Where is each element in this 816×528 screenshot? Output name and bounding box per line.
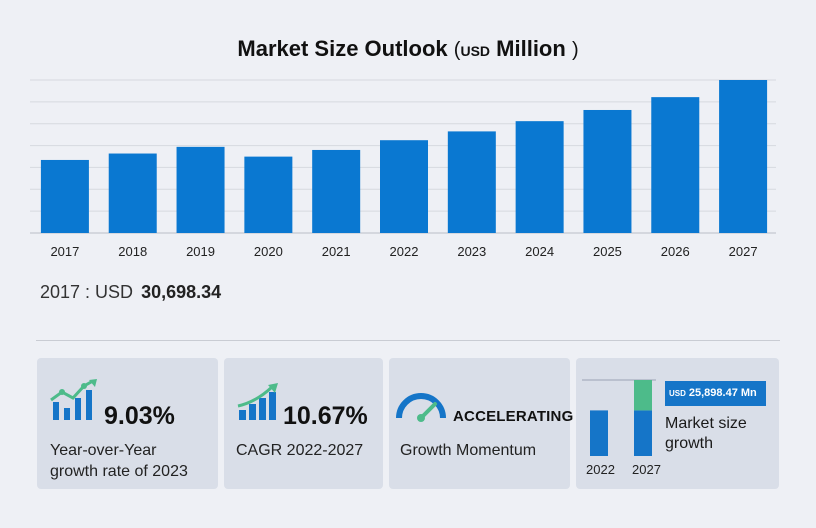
x-tick-label-2019: 2019 [186, 244, 215, 259]
base-year-value: 2017 : USD 30,698.34 [40, 282, 221, 303]
momentum-value: ACCELERATING [453, 408, 574, 425]
cagr-value: 10.67% [283, 402, 368, 430]
cagr-card: 10.67% CAGR 2022-2027 [224, 358, 383, 489]
mini-bar-2027-base [634, 410, 652, 456]
market-growth-label-line2: growth [665, 435, 714, 452]
bar-2024 [515, 121, 564, 233]
speedometer-icon [396, 393, 446, 422]
yoy-card: 9.03% Year-over-Year growth rate of 2023 [37, 358, 218, 489]
bar-2026 [651, 97, 700, 233]
x-tick-label-2025: 2025 [593, 244, 622, 259]
x-tick-label-2017: 2017 [50, 244, 79, 259]
chart-title-main: Market Size Outlook [237, 36, 448, 61]
market-size-bar-chart: 2017 2018 2019 2020 2021 2022 2023 2024 2025 2026… [30, 79, 776, 259]
mini-bar-2022 [590, 410, 608, 456]
momentum-card: ACCELERATING Growth Momentum [389, 358, 574, 489]
chart-title-close-paren: ) [571, 39, 579, 61]
bar-growth-icon [50, 379, 97, 420]
x-tick-label-2021: 2021 [322, 244, 351, 259]
bar-2022 [380, 140, 428, 233]
market-growth-badge: USD 25,898.47 Mn [665, 381, 766, 406]
x-tick-label-2018: 2018 [118, 244, 147, 259]
mini-bar-2027-growth [634, 380, 652, 411]
mini-year-end: 2027 [632, 462, 661, 477]
x-tick-label-2022: 2022 [390, 244, 419, 259]
bar-2023 [447, 131, 496, 233]
badge-currency: USD [669, 389, 686, 398]
bar-2017 [40, 159, 89, 233]
x-tick-label-2020: 2020 [254, 244, 283, 259]
yoy-label-line1: Year-over-Year [50, 442, 157, 459]
cagr-label: CAGR 2022-2027 [236, 442, 364, 459]
chart-title-open-paren: ( [453, 39, 461, 61]
yoy-value: 9.03% [104, 402, 175, 430]
bar-2027 [719, 80, 768, 233]
x-tick-label-2023: 2023 [457, 244, 486, 259]
chart-title: Market Size Outlook (USD Million ) [0, 36, 816, 62]
base-year-label: 2017 : USD [40, 282, 134, 302]
badge-value: 25,898.47 Mn [688, 387, 757, 399]
x-tick-label-2027: 2027 [729, 244, 758, 259]
base-year-number: 30,698.34 [141, 282, 222, 302]
market-growth-label-line1: Market size [665, 415, 747, 432]
bar-2025 [583, 109, 632, 233]
bar-2020 [244, 156, 293, 233]
x-tick-label-2024: 2024 [525, 244, 554, 259]
bar-2019 [176, 146, 225, 233]
x-tick-label-2026: 2026 [661, 244, 690, 259]
market-growth-mini-chart [582, 379, 656, 456]
section-divider [36, 340, 780, 341]
bar-2021 [312, 149, 361, 233]
rising-bars-icon [237, 383, 278, 420]
yoy-label-line2: growth rate of 2023 [50, 463, 188, 480]
chart-title-currency: USD [460, 43, 491, 59]
mini-year-start: 2022 [586, 462, 615, 477]
momentum-label: Growth Momentum [400, 442, 537, 459]
bar-2018 [108, 153, 157, 233]
chart-title-unit: Million [496, 36, 566, 61]
